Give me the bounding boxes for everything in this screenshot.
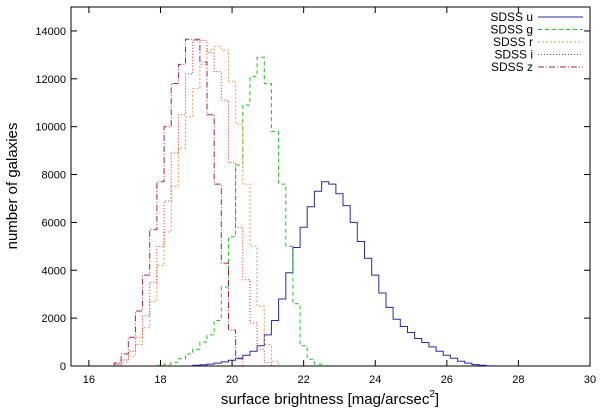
y-axis-ticks: 0 2000 4000 6000 8000 10000 12000 14000 [35, 26, 590, 373]
x-tick-label: 24 [369, 374, 381, 386]
y-tick-label: 6000 [42, 217, 66, 229]
x-axis-label-main: surface brightness [mag/arcsec [221, 391, 430, 408]
y-tick-label: 12000 [35, 74, 66, 86]
y-tick-label: 8000 [42, 170, 66, 182]
legend-label: SDSS z [491, 60, 533, 74]
series-line [156, 56, 330, 366]
legend-label: SDSS u [490, 10, 533, 24]
series-line [192, 181, 494, 367]
y-tick-label: 4000 [42, 265, 66, 277]
plot-frame [70, 6, 591, 367]
y-tick-label: 10000 [35, 122, 66, 134]
series-group [113, 38, 494, 367]
legend-label: SDSS g [490, 23, 533, 37]
x-tick-label: 18 [154, 374, 166, 386]
y-axis-label: number of galaxies [4, 123, 21, 250]
series-line [113, 38, 244, 366]
x-tick-label: 16 [83, 374, 95, 386]
x-tick-label: 30 [584, 374, 596, 386]
x-axis-label-superscript: 2 [429, 389, 435, 400]
x-axis-label-suffix: ] [435, 391, 439, 408]
legend-label: SDSS r [493, 35, 533, 49]
y-tick-label: 0 [60, 361, 66, 373]
legend-label: SDSS i [494, 48, 533, 62]
x-tick-label: 20 [226, 374, 238, 386]
x-tick-label: 26 [441, 374, 453, 386]
series-line [113, 40, 272, 366]
x-tick-label: 28 [512, 374, 524, 386]
x-tick-label: 22 [298, 374, 310, 386]
y-tick-label: 14000 [35, 26, 66, 38]
x-axis-ticks: 16 18 20 22 24 26 28 30 [83, 7, 596, 386]
series-line [113, 46, 280, 366]
x-axis-label: surface brightness [mag/arcsec2] [221, 389, 439, 408]
y-tick-label: 2000 [42, 313, 66, 325]
